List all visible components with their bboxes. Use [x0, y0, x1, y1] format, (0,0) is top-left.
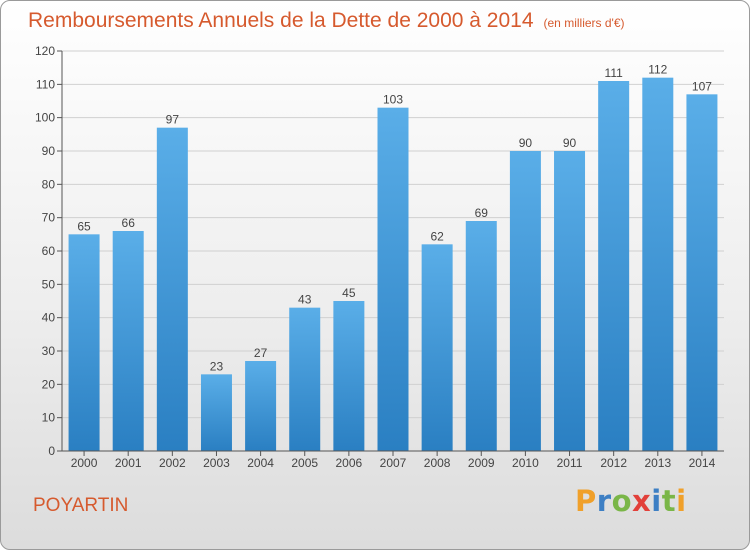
x-tick-label: 2013: [644, 456, 671, 470]
logo-letter: i: [676, 484, 687, 518]
x-tick-label: 2006: [336, 456, 363, 470]
logo-letter: o: [611, 484, 633, 518]
data-label: 62: [430, 229, 444, 243]
data-label: 66: [122, 216, 136, 230]
data-label: 107: [692, 79, 712, 93]
data-label: 90: [563, 136, 577, 150]
data-label: 45: [342, 286, 356, 300]
y-tick-label: 110: [36, 77, 55, 91]
y-tick-label: 80: [42, 177, 56, 191]
bar: [200, 374, 232, 451]
bar: [686, 94, 718, 451]
data-label: 65: [77, 219, 91, 233]
data-label: 111: [605, 66, 624, 80]
logo-letter: r: [596, 484, 612, 518]
bar: [289, 307, 321, 451]
chart-title: Remboursements Annuels de la Dette de 20…: [28, 9, 625, 33]
y-tick-label: 50: [42, 277, 56, 291]
y-tick-label: 20: [42, 377, 56, 391]
bar: [598, 81, 630, 451]
unit-label: (en milliers d'€): [543, 16, 625, 30]
y-tick-label: 120: [35, 44, 55, 58]
bar: [642, 77, 674, 452]
logo-letter: P: [575, 484, 597, 518]
x-tick-label: 2002: [159, 456, 186, 470]
bar: [68, 234, 100, 451]
y-tick-label: 40: [42, 311, 56, 325]
x-tick-label: 2014: [689, 456, 716, 470]
data-label: 97: [166, 113, 180, 127]
logo-letter: t: [661, 484, 677, 518]
bar: [554, 151, 586, 451]
bar: [377, 107, 409, 452]
bar: [112, 231, 144, 451]
title-text: Remboursements Annuels de la Dette de 20…: [28, 9, 534, 32]
y-tick-label: 30: [42, 344, 56, 358]
x-tick-label: 2001: [115, 456, 142, 470]
bar: [245, 361, 277, 451]
data-label: 103: [383, 93, 403, 107]
x-tick-label: 2011: [557, 456, 583, 470]
commune-name: POYARTIN: [33, 495, 129, 516]
logo-letter: x: [632, 484, 652, 518]
x-tick-label: 2000: [71, 456, 98, 470]
x-tick-label: 2008: [424, 456, 451, 470]
bar: [465, 221, 497, 451]
x-tick-label: 2003: [203, 456, 230, 470]
bar: [421, 244, 453, 451]
y-tick-label: 70: [42, 211, 56, 225]
logo-letter: i: [651, 484, 662, 518]
x-tick-label: 2009: [468, 456, 495, 470]
data-label: 27: [254, 346, 268, 360]
bar: [156, 127, 188, 452]
x-tick-label: 2004: [247, 456, 274, 470]
data-label: 23: [210, 359, 224, 373]
proxiti-logo: Proxiti: [575, 484, 687, 518]
bar: [333, 301, 365, 451]
x-tick-label: 2005: [291, 456, 318, 470]
bar: [509, 151, 541, 451]
data-label: 112: [648, 63, 667, 77]
y-tick-label: 100: [35, 111, 55, 125]
y-tick-label: 60: [42, 244, 56, 258]
y-tick-label: 0: [48, 444, 55, 458]
data-label: 90: [519, 136, 533, 150]
data-label: 69: [475, 206, 489, 220]
y-tick-label: 10: [42, 411, 56, 425]
y-tick-label: 90: [42, 144, 56, 158]
x-tick-label: 2012: [600, 456, 627, 470]
data-label: 43: [298, 293, 312, 307]
x-tick-label: 2007: [380, 456, 407, 470]
x-tick-label: 2010: [512, 456, 539, 470]
